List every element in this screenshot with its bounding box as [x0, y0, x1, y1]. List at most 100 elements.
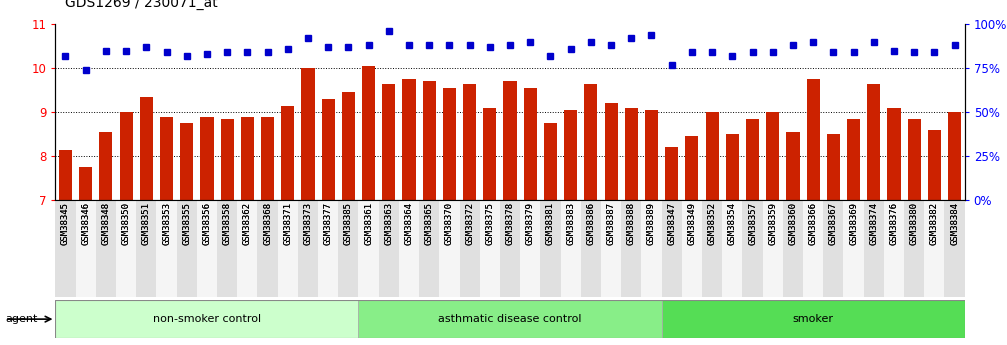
Bar [218, 200, 238, 297]
Text: GSM38365: GSM38365 [425, 202, 434, 245]
Bar [100, 132, 113, 200]
Text: GSM38378: GSM38378 [506, 202, 515, 245]
Bar [459, 200, 479, 297]
Bar [241, 117, 254, 200]
Bar [904, 200, 924, 297]
Text: GSM38359: GSM38359 [768, 202, 777, 245]
Bar [762, 200, 782, 297]
Text: GSM38372: GSM38372 [465, 202, 474, 245]
Text: GSM38346: GSM38346 [82, 202, 91, 245]
Bar [221, 119, 234, 200]
Bar [662, 300, 965, 338]
Bar [399, 200, 419, 297]
Bar [238, 200, 258, 297]
Bar [278, 200, 298, 297]
Text: GSM38388: GSM38388 [626, 202, 635, 245]
Bar [544, 123, 557, 200]
Bar [924, 200, 945, 297]
Bar [59, 149, 73, 200]
Bar [927, 130, 941, 200]
Text: GSM38369: GSM38369 [849, 202, 858, 245]
Text: GSM38380: GSM38380 [909, 202, 918, 245]
Text: GSM38366: GSM38366 [809, 202, 818, 245]
Bar [439, 200, 459, 297]
Text: GSM38369: GSM38369 [849, 202, 858, 245]
Bar [196, 200, 218, 297]
Text: GSM38378: GSM38378 [506, 202, 515, 245]
Text: GSM38361: GSM38361 [365, 202, 374, 245]
Text: GSM38351: GSM38351 [142, 202, 151, 245]
Text: GSM38385: GSM38385 [343, 202, 352, 245]
Text: GSM38370: GSM38370 [445, 202, 454, 245]
Bar [258, 200, 278, 297]
Bar [686, 136, 699, 200]
Text: GSM38350: GSM38350 [122, 202, 131, 245]
Bar [483, 108, 496, 200]
Text: GSM38377: GSM38377 [323, 202, 332, 245]
Text: GSM38346: GSM38346 [82, 202, 91, 245]
Bar [726, 134, 739, 200]
Bar [621, 200, 641, 297]
Text: asthmatic disease control: asthmatic disease control [438, 314, 582, 324]
Text: GSM38387: GSM38387 [606, 202, 615, 245]
Bar [742, 200, 762, 297]
Bar [666, 147, 679, 200]
Bar [604, 104, 617, 200]
Text: GDS1269 / 230071_at: GDS1269 / 230071_at [65, 0, 219, 10]
Text: GSM38364: GSM38364 [405, 202, 414, 245]
Bar [746, 119, 759, 200]
Text: GSM38349: GSM38349 [688, 202, 697, 245]
Text: GSM38347: GSM38347 [668, 202, 677, 245]
Text: GSM38376: GSM38376 [889, 202, 898, 245]
Bar [847, 119, 860, 200]
Text: GSM38354: GSM38354 [728, 202, 737, 245]
Text: GSM38374: GSM38374 [869, 202, 878, 245]
Text: GSM38367: GSM38367 [829, 202, 838, 245]
Bar [504, 81, 517, 200]
Bar [782, 200, 803, 297]
Text: GSM38345: GSM38345 [61, 202, 70, 245]
Bar [463, 83, 476, 200]
Bar [298, 200, 318, 297]
Text: GSM38370: GSM38370 [445, 202, 454, 245]
Bar [180, 123, 193, 200]
Text: GSM38360: GSM38360 [788, 202, 798, 245]
Bar [945, 200, 965, 297]
Bar [318, 200, 338, 297]
Bar [682, 200, 702, 297]
Text: GSM38365: GSM38365 [425, 202, 434, 245]
Bar [662, 200, 682, 297]
Text: GSM38348: GSM38348 [102, 202, 111, 245]
Bar [702, 200, 722, 297]
Bar [844, 200, 864, 297]
Text: GSM38389: GSM38389 [646, 202, 656, 245]
Bar [827, 134, 840, 200]
Bar [341, 92, 354, 200]
Bar [907, 119, 920, 200]
Bar [116, 200, 136, 297]
Bar [564, 110, 577, 200]
Text: GSM38363: GSM38363 [385, 202, 394, 245]
Text: GSM38364: GSM38364 [405, 202, 414, 245]
Text: GSM38368: GSM38368 [263, 202, 272, 245]
Text: GSM38382: GSM38382 [929, 202, 939, 245]
Text: GSM38352: GSM38352 [708, 202, 717, 245]
Bar [824, 200, 844, 297]
Text: GSM38349: GSM38349 [688, 202, 697, 245]
Bar [581, 200, 601, 297]
Text: GSM38373: GSM38373 [303, 202, 312, 245]
Text: GSM38363: GSM38363 [385, 202, 394, 245]
Text: GSM38360: GSM38360 [788, 202, 798, 245]
Text: GSM38355: GSM38355 [182, 202, 191, 245]
Bar [120, 112, 133, 200]
Text: GSM38362: GSM38362 [243, 202, 252, 245]
Text: GSM38379: GSM38379 [526, 202, 535, 245]
Text: GSM38353: GSM38353 [162, 202, 171, 245]
Text: GSM38362: GSM38362 [243, 202, 252, 245]
Bar [887, 108, 900, 200]
Bar [261, 117, 274, 200]
Bar [601, 200, 621, 297]
Text: GSM38379: GSM38379 [526, 202, 535, 245]
Bar [807, 79, 820, 200]
Text: GSM38387: GSM38387 [606, 202, 615, 245]
